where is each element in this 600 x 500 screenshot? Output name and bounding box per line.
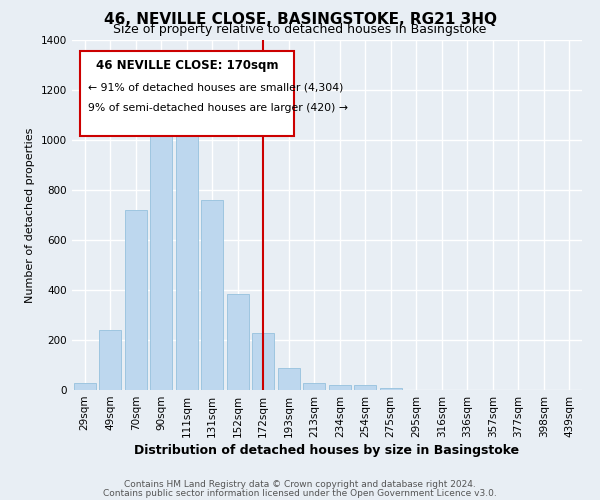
Bar: [74, 382, 95, 390]
Bar: [176, 110, 197, 390]
Bar: [202, 200, 223, 390]
Text: 9% of semi-detached houses are larger (420) →: 9% of semi-detached houses are larger (4…: [88, 103, 349, 113]
Text: Size of property relative to detached houses in Basingstoke: Size of property relative to detached ho…: [113, 22, 487, 36]
Bar: [329, 385, 350, 390]
FancyBboxPatch shape: [80, 50, 294, 136]
Bar: [278, 368, 299, 390]
Bar: [227, 294, 248, 390]
Bar: [304, 382, 325, 390]
Y-axis label: Number of detached properties: Number of detached properties: [25, 128, 35, 302]
Text: Contains public sector information licensed under the Open Government Licence v3: Contains public sector information licen…: [103, 488, 497, 498]
Text: ← 91% of detached houses are smaller (4,304): ← 91% of detached houses are smaller (4,…: [88, 82, 344, 92]
Bar: [380, 388, 401, 390]
Bar: [125, 210, 146, 390]
Text: 46, NEVILLE CLOSE, BASINGSTOKE, RG21 3HQ: 46, NEVILLE CLOSE, BASINGSTOKE, RG21 3HQ: [104, 12, 497, 28]
Text: Contains HM Land Registry data © Crown copyright and database right 2024.: Contains HM Land Registry data © Crown c…: [124, 480, 476, 489]
Bar: [355, 385, 376, 390]
X-axis label: Distribution of detached houses by size in Basingstoke: Distribution of detached houses by size …: [134, 444, 520, 457]
Bar: [100, 330, 121, 390]
Bar: [253, 332, 274, 390]
Text: 46 NEVILLE CLOSE: 170sqm: 46 NEVILLE CLOSE: 170sqm: [95, 58, 278, 71]
Bar: [151, 115, 172, 390]
